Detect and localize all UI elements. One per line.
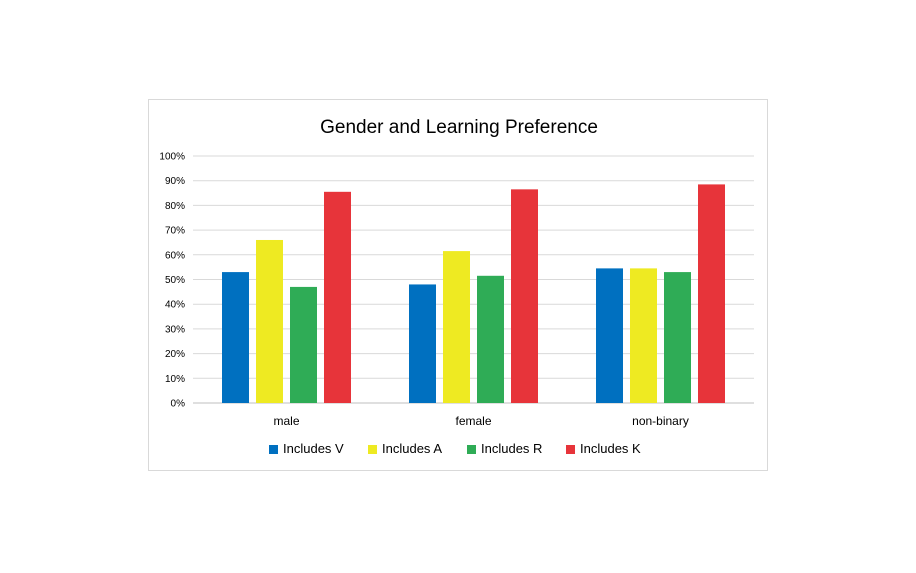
bar-includes-r-male [290,286,317,403]
x-category-label: male [273,414,299,428]
legend-label: Includes K [580,441,641,456]
legend-item: Includes V [269,441,344,456]
x-category-label: non-binary [632,414,689,428]
bar-includes-a-male [256,239,283,403]
y-tick-label: 90% [165,176,185,187]
chart-svg: Gender and Learning Preference 0% 10% 20% 3… [159,117,754,456]
legend-item: Includes K [566,441,641,456]
bar-includes-k-non-binary [698,184,725,403]
legend-item: Includes R [467,441,542,456]
bars [222,184,725,403]
bar-includes-r-non-binary [664,272,691,403]
y-tick-label: 70% [165,226,185,237]
legend-swatch [467,445,476,454]
y-tick-label: 10% [165,374,185,385]
y-tick-label: 60% [165,250,185,261]
legend-swatch [368,445,377,454]
y-tick-label: 100% [159,152,185,163]
legend-label: Includes R [481,441,542,456]
legend-item: Includes A [368,441,442,456]
bar-includes-v-male [222,272,249,403]
y-tick-label: 80% [165,201,185,212]
bar-includes-a-female [443,251,470,403]
bar-includes-k-female [511,189,538,403]
bar-includes-k-male [324,191,351,403]
gridlines [193,155,754,404]
legend-label: Includes A [382,441,442,456]
y-tick-label: 30% [165,324,185,335]
y-tick-label: 40% [165,300,185,311]
y-tick-label: 20% [165,349,185,360]
bar-includes-v-non-binary [596,268,623,403]
x-axis-categories: male female non-binary [273,414,688,428]
bar-includes-v-female [409,284,436,403]
legend-swatch [269,445,278,454]
chart-title: Gender and Learning Preference [320,117,598,138]
x-category-label: female [455,414,491,428]
bar-includes-a-non-binary [630,268,657,403]
bar-includes-r-female [477,275,504,403]
legend-label: Includes V [283,441,344,456]
chart-area: Gender and Learning Preference 0% 10% 20% 3… [148,99,768,471]
y-tick-label: 50% [165,275,185,286]
legend-swatch [566,445,575,454]
legend: Includes V Includes A Includes R Includes K [269,441,641,456]
y-tick-label: 0% [171,399,186,410]
y-axis-ticks: 0% 10% 20% 30% 40% 50% 60% 70% 80% 90% 100% [159,152,185,410]
